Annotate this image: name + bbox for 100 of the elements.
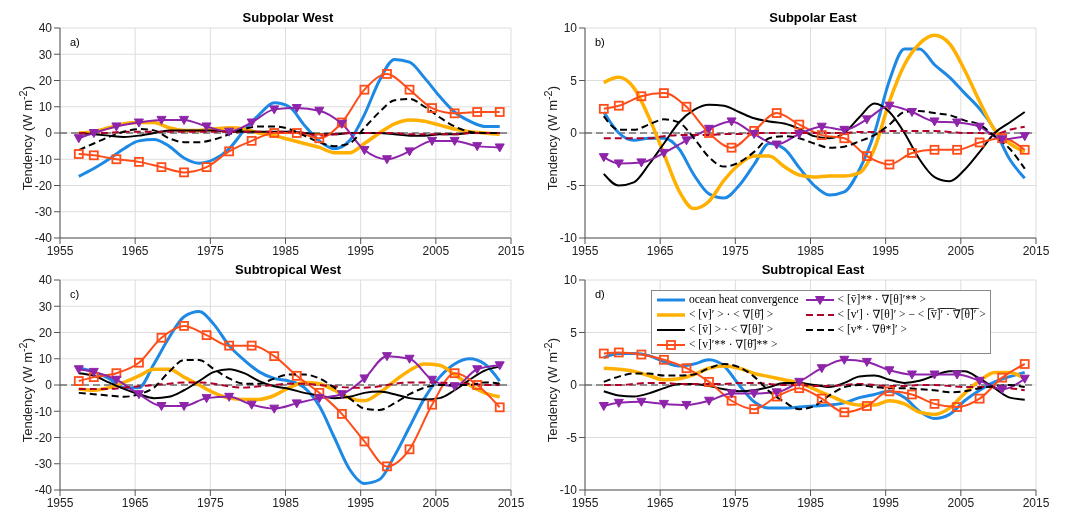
point (336, 390, 347, 400)
legend-label: < [v̄]** · ∇[θ]′** > (837, 292, 927, 307)
point (906, 370, 917, 380)
x-tick-label: 1975 (196, 243, 224, 258)
point (771, 391, 782, 402)
point (73, 365, 84, 375)
y-tick-label: -20 (34, 178, 53, 193)
x-tick-label: 2005 (422, 243, 450, 258)
point (704, 396, 715, 406)
point (494, 361, 505, 371)
x-tick-label: 1985 (797, 243, 825, 258)
point (449, 382, 460, 392)
point (952, 402, 962, 412)
y-tick-label: 10 (38, 352, 53, 367)
point (156, 115, 167, 125)
point (636, 349, 647, 360)
point (382, 69, 392, 79)
chart-title: Subpolar West (241, 10, 335, 25)
y-tick-label: 40 (38, 21, 53, 36)
point (598, 348, 609, 359)
point (839, 125, 850, 135)
point (111, 375, 122, 385)
point (884, 386, 895, 397)
y-tick-label: 30 (38, 47, 53, 62)
point (314, 394, 325, 404)
point (449, 108, 460, 119)
point (952, 118, 963, 128)
annotation: a) (70, 36, 80, 48)
point (111, 122, 122, 132)
point (359, 436, 370, 447)
x-tick-label: 1985 (272, 495, 300, 510)
y-tick-label: 5 (570, 73, 578, 88)
y-tick-label: 30 (38, 299, 53, 314)
point (613, 100, 624, 111)
point (314, 387, 325, 398)
point (952, 144, 962, 155)
point (472, 380, 483, 390)
point (636, 158, 647, 168)
point (179, 321, 189, 331)
point (907, 389, 917, 400)
x-tick-label: 2015 (497, 495, 525, 510)
point (246, 135, 257, 146)
point (224, 392, 235, 402)
y-tick-label: 10 (563, 21, 578, 36)
x-tick-label: 1955 (571, 495, 599, 510)
x-tick-label: 1985 (797, 495, 825, 510)
point (974, 122, 985, 132)
x-tick-label: 1975 (721, 243, 749, 258)
x-tick-label: 1975 (196, 495, 224, 510)
point (1019, 359, 1030, 369)
y-tick-label: 0 (45, 126, 53, 141)
point (291, 128, 302, 138)
x-tick-label: 1965 (121, 243, 149, 258)
point (472, 365, 483, 375)
y-tick-label: -10 (559, 483, 578, 498)
y-tick-label: 0 (45, 378, 53, 393)
y-tick-label: -40 (34, 231, 53, 246)
point (861, 401, 872, 411)
y-tick-label: -10 (34, 152, 53, 167)
point (816, 364, 827, 374)
point (449, 368, 460, 379)
point (636, 397, 647, 407)
point (427, 136, 438, 146)
point (291, 399, 302, 409)
point (134, 357, 144, 368)
y-tick-label: 5 (570, 325, 578, 340)
legend-label: < [v′] · ∇[θ]′ > − < [̅v̅]̅′̅ ̅·̅ ̅∇̅[̅θ̅]̅′̅ > (837, 307, 986, 322)
annotation: c) (70, 288, 80, 300)
point (704, 128, 714, 138)
x-tick-label: 1965 (646, 243, 674, 258)
point (658, 148, 669, 158)
point (929, 399, 940, 409)
point (404, 84, 415, 95)
point (427, 103, 437, 113)
point (861, 151, 872, 161)
point (88, 129, 99, 138)
point (156, 332, 167, 343)
chart-title: Subtropical West (234, 262, 342, 277)
point (839, 407, 850, 418)
point (771, 140, 782, 150)
point (598, 103, 609, 114)
x-tick-label: 1995 (872, 495, 900, 510)
y-tick-label: 10 (563, 273, 578, 288)
point (974, 393, 985, 404)
point (472, 142, 483, 152)
x-tick-label: 1965 (646, 495, 674, 510)
point (133, 390, 144, 400)
point (179, 115, 190, 125)
point (726, 395, 737, 406)
point (794, 383, 805, 394)
x-tick-label: 1975 (721, 495, 749, 510)
point (613, 159, 624, 169)
point (1019, 374, 1030, 384)
point (997, 385, 1008, 395)
point (929, 117, 940, 127)
point (659, 88, 669, 98)
point (111, 154, 122, 165)
x-tick-label: 1995 (347, 243, 375, 258)
point (1019, 132, 1030, 142)
point (269, 105, 280, 115)
